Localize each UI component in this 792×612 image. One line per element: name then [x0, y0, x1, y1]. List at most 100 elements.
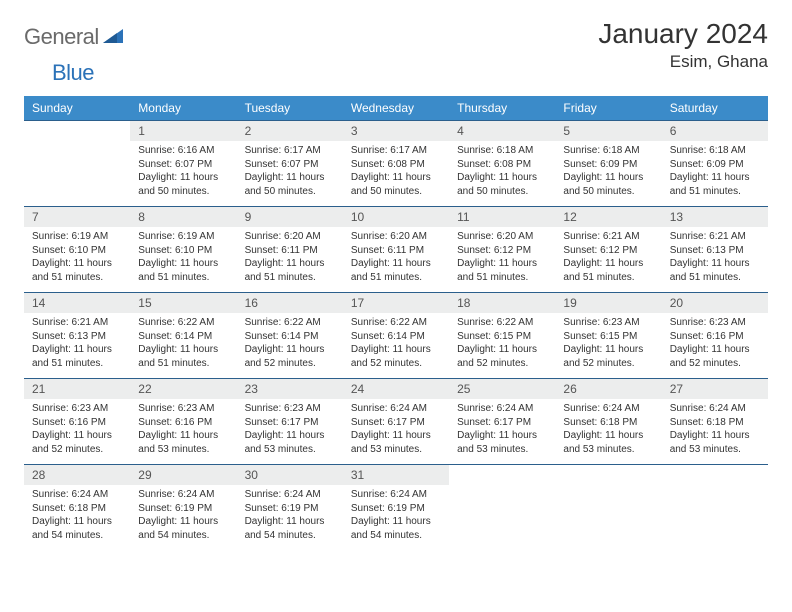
- calendar-row: 14Sunrise: 6:21 AMSunset: 6:13 PMDayligh…: [24, 293, 768, 379]
- day-number: 4: [449, 121, 555, 141]
- logo-triangle-icon: [103, 27, 123, 48]
- calendar-cell: 18Sunrise: 6:22 AMSunset: 6:15 PMDayligh…: [449, 293, 555, 379]
- calendar-cell: 16Sunrise: 6:22 AMSunset: 6:14 PMDayligh…: [237, 293, 343, 379]
- logo-text-general: General: [24, 24, 99, 50]
- calendar-cell: [449, 465, 555, 551]
- day-content: Sunrise: 6:22 AMSunset: 6:14 PMDaylight:…: [343, 313, 449, 375]
- day-content: Sunrise: 6:21 AMSunset: 6:13 PMDaylight:…: [24, 313, 130, 375]
- calendar-cell: 22Sunrise: 6:23 AMSunset: 6:16 PMDayligh…: [130, 379, 236, 465]
- day-content: Sunrise: 6:24 AMSunset: 6:18 PMDaylight:…: [555, 399, 661, 461]
- calendar-cell: 31Sunrise: 6:24 AMSunset: 6:19 PMDayligh…: [343, 465, 449, 551]
- calendar-cell: 26Sunrise: 6:24 AMSunset: 6:18 PMDayligh…: [555, 379, 661, 465]
- day-content: Sunrise: 6:23 AMSunset: 6:16 PMDaylight:…: [130, 399, 236, 461]
- calendar-cell: 28Sunrise: 6:24 AMSunset: 6:18 PMDayligh…: [24, 465, 130, 551]
- day-content: Sunrise: 6:23 AMSunset: 6:15 PMDaylight:…: [555, 313, 661, 375]
- logo: General: [24, 18, 125, 50]
- day-number: 27: [662, 379, 768, 399]
- calendar-cell: 4Sunrise: 6:18 AMSunset: 6:08 PMDaylight…: [449, 121, 555, 207]
- day-content: Sunrise: 6:23 AMSunset: 6:16 PMDaylight:…: [662, 313, 768, 375]
- calendar-cell: 2Sunrise: 6:17 AMSunset: 6:07 PMDaylight…: [237, 121, 343, 207]
- day-number: 10: [343, 207, 449, 227]
- weekday-header: Sunday: [24, 96, 130, 121]
- day-number: 9: [237, 207, 343, 227]
- day-content: Sunrise: 6:22 AMSunset: 6:14 PMDaylight:…: [130, 313, 236, 375]
- day-number: 3: [343, 121, 449, 141]
- calendar-cell: 25Sunrise: 6:24 AMSunset: 6:17 PMDayligh…: [449, 379, 555, 465]
- calendar-cell: 24Sunrise: 6:24 AMSunset: 6:17 PMDayligh…: [343, 379, 449, 465]
- day-number: 6: [662, 121, 768, 141]
- calendar-cell: 20Sunrise: 6:23 AMSunset: 6:16 PMDayligh…: [662, 293, 768, 379]
- calendar-cell: 17Sunrise: 6:22 AMSunset: 6:14 PMDayligh…: [343, 293, 449, 379]
- day-content: Sunrise: 6:21 AMSunset: 6:13 PMDaylight:…: [662, 227, 768, 289]
- day-content: Sunrise: 6:22 AMSunset: 6:15 PMDaylight:…: [449, 313, 555, 375]
- calendar-row: 1Sunrise: 6:16 AMSunset: 6:07 PMDaylight…: [24, 121, 768, 207]
- day-content: Sunrise: 6:22 AMSunset: 6:14 PMDaylight:…: [237, 313, 343, 375]
- day-content: Sunrise: 6:23 AMSunset: 6:17 PMDaylight:…: [237, 399, 343, 461]
- month-title: January 2024: [598, 18, 768, 50]
- calendar-page: General January 2024 Esim, Ghana Blue Su…: [0, 0, 792, 569]
- calendar-cell: 14Sunrise: 6:21 AMSunset: 6:13 PMDayligh…: [24, 293, 130, 379]
- calendar-cell: 27Sunrise: 6:24 AMSunset: 6:18 PMDayligh…: [662, 379, 768, 465]
- calendar-cell: 19Sunrise: 6:23 AMSunset: 6:15 PMDayligh…: [555, 293, 661, 379]
- calendar-body: 1Sunrise: 6:16 AMSunset: 6:07 PMDaylight…: [24, 121, 768, 551]
- calendar-row: 21Sunrise: 6:23 AMSunset: 6:16 PMDayligh…: [24, 379, 768, 465]
- day-content: Sunrise: 6:18 AMSunset: 6:08 PMDaylight:…: [449, 141, 555, 203]
- calendar-cell: 21Sunrise: 6:23 AMSunset: 6:16 PMDayligh…: [24, 379, 130, 465]
- day-content: Sunrise: 6:19 AMSunset: 6:10 PMDaylight:…: [24, 227, 130, 289]
- day-number: 17: [343, 293, 449, 313]
- weekday-header: Wednesday: [343, 96, 449, 121]
- calendar-cell: 10Sunrise: 6:20 AMSunset: 6:11 PMDayligh…: [343, 207, 449, 293]
- day-number: 23: [237, 379, 343, 399]
- day-number: 24: [343, 379, 449, 399]
- day-number: 31: [343, 465, 449, 485]
- day-number: 8: [130, 207, 236, 227]
- day-number: 7: [24, 207, 130, 227]
- day-number: 5: [555, 121, 661, 141]
- day-number: 19: [555, 293, 661, 313]
- day-content: Sunrise: 6:21 AMSunset: 6:12 PMDaylight:…: [555, 227, 661, 289]
- day-content: Sunrise: 6:24 AMSunset: 6:17 PMDaylight:…: [449, 399, 555, 461]
- day-content: Sunrise: 6:24 AMSunset: 6:19 PMDaylight:…: [343, 485, 449, 547]
- calendar-row: 7Sunrise: 6:19 AMSunset: 6:10 PMDaylight…: [24, 207, 768, 293]
- day-number: 2: [237, 121, 343, 141]
- calendar-cell: 7Sunrise: 6:19 AMSunset: 6:10 PMDaylight…: [24, 207, 130, 293]
- day-content: Sunrise: 6:17 AMSunset: 6:08 PMDaylight:…: [343, 141, 449, 203]
- day-number: 26: [555, 379, 661, 399]
- calendar-row: 28Sunrise: 6:24 AMSunset: 6:18 PMDayligh…: [24, 465, 768, 551]
- day-number: 1: [130, 121, 236, 141]
- day-number: 30: [237, 465, 343, 485]
- title-block: January 2024 Esim, Ghana: [598, 18, 768, 72]
- day-content: Sunrise: 6:24 AMSunset: 6:17 PMDaylight:…: [343, 399, 449, 461]
- day-number: 11: [449, 207, 555, 227]
- day-number: 15: [130, 293, 236, 313]
- day-number: 22: [130, 379, 236, 399]
- day-content: Sunrise: 6:17 AMSunset: 6:07 PMDaylight:…: [237, 141, 343, 203]
- day-content: Sunrise: 6:20 AMSunset: 6:12 PMDaylight:…: [449, 227, 555, 289]
- day-content: Sunrise: 6:20 AMSunset: 6:11 PMDaylight:…: [343, 227, 449, 289]
- calendar-cell: 30Sunrise: 6:24 AMSunset: 6:19 PMDayligh…: [237, 465, 343, 551]
- weekday-header: Monday: [130, 96, 236, 121]
- weekday-header: Tuesday: [237, 96, 343, 121]
- day-content: Sunrise: 6:20 AMSunset: 6:11 PMDaylight:…: [237, 227, 343, 289]
- day-content: Sunrise: 6:16 AMSunset: 6:07 PMDaylight:…: [130, 141, 236, 203]
- day-content: Sunrise: 6:18 AMSunset: 6:09 PMDaylight:…: [555, 141, 661, 203]
- day-content: Sunrise: 6:24 AMSunset: 6:19 PMDaylight:…: [237, 485, 343, 547]
- calendar-cell: 3Sunrise: 6:17 AMSunset: 6:08 PMDaylight…: [343, 121, 449, 207]
- day-number: 18: [449, 293, 555, 313]
- calendar-table: Sunday Monday Tuesday Wednesday Thursday…: [24, 96, 768, 551]
- calendar-cell: 8Sunrise: 6:19 AMSunset: 6:10 PMDaylight…: [130, 207, 236, 293]
- calendar-cell: [662, 465, 768, 551]
- day-content: Sunrise: 6:19 AMSunset: 6:10 PMDaylight:…: [130, 227, 236, 289]
- weekday-header-row: Sunday Monday Tuesday Wednesday Thursday…: [24, 96, 768, 121]
- day-content: Sunrise: 6:24 AMSunset: 6:18 PMDaylight:…: [24, 485, 130, 547]
- calendar-cell: 5Sunrise: 6:18 AMSunset: 6:09 PMDaylight…: [555, 121, 661, 207]
- calendar-cell: 11Sunrise: 6:20 AMSunset: 6:12 PMDayligh…: [449, 207, 555, 293]
- location-label: Esim, Ghana: [598, 52, 768, 72]
- day-number: 21: [24, 379, 130, 399]
- calendar-cell: 6Sunrise: 6:18 AMSunset: 6:09 PMDaylight…: [662, 121, 768, 207]
- weekday-header: Saturday: [662, 96, 768, 121]
- calendar-cell: [24, 121, 130, 207]
- calendar-cell: 9Sunrise: 6:20 AMSunset: 6:11 PMDaylight…: [237, 207, 343, 293]
- calendar-cell: 15Sunrise: 6:22 AMSunset: 6:14 PMDayligh…: [130, 293, 236, 379]
- calendar-cell: 23Sunrise: 6:23 AMSunset: 6:17 PMDayligh…: [237, 379, 343, 465]
